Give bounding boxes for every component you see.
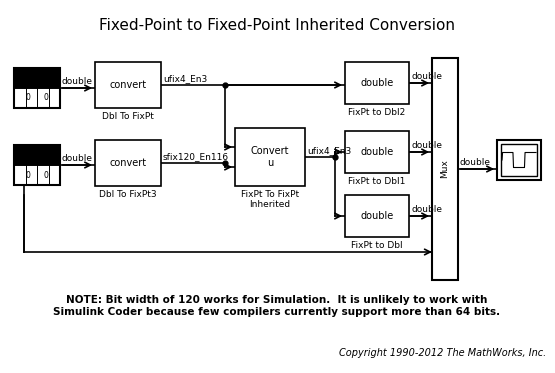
Text: ufix4_En3: ufix4_En3 bbox=[163, 74, 207, 83]
Bar bbox=[345, 62, 409, 104]
Text: double: double bbox=[360, 78, 393, 88]
Text: double: double bbox=[360, 147, 393, 157]
Text: double: double bbox=[411, 141, 442, 150]
Text: FixPt to Dbl: FixPt to Dbl bbox=[351, 241, 403, 250]
Text: double: double bbox=[62, 77, 93, 86]
Text: convert: convert bbox=[109, 158, 147, 168]
Text: Dbl To FixPt3: Dbl To FixPt3 bbox=[99, 190, 157, 199]
Text: FixPt to Dbl2: FixPt to Dbl2 bbox=[349, 108, 406, 117]
Bar bbox=[501, 144, 537, 176]
Text: double: double bbox=[360, 211, 393, 221]
Text: double: double bbox=[411, 72, 442, 81]
Text: double: double bbox=[62, 154, 93, 163]
Text: convert: convert bbox=[109, 80, 147, 90]
Text: double: double bbox=[411, 205, 442, 214]
Text: 0: 0 bbox=[26, 94, 30, 103]
Bar bbox=[95, 62, 161, 108]
Bar bbox=[345, 195, 409, 237]
Bar bbox=[235, 128, 305, 186]
Text: 0: 0 bbox=[44, 170, 49, 179]
Bar bbox=[14, 145, 60, 165]
Bar bbox=[14, 68, 60, 108]
Text: 0: 0 bbox=[44, 94, 49, 103]
Text: Convert
u: Convert u bbox=[251, 146, 289, 168]
Text: double: double bbox=[460, 158, 491, 167]
Bar bbox=[14, 68, 60, 88]
Text: Dbl To FixPt: Dbl To FixPt bbox=[102, 112, 154, 121]
Bar bbox=[14, 145, 60, 185]
Text: FixPt to Dbl1: FixPt to Dbl1 bbox=[349, 177, 406, 186]
Bar bbox=[345, 131, 409, 173]
Text: Fixed-Point to Fixed-Point Inherited Conversion: Fixed-Point to Fixed-Point Inherited Con… bbox=[99, 18, 455, 33]
Bar bbox=[95, 140, 161, 186]
Text: Mux: Mux bbox=[441, 160, 450, 178]
Bar bbox=[497, 140, 541, 180]
Text: 0: 0 bbox=[26, 170, 30, 179]
Text: sfix120_En116: sfix120_En116 bbox=[163, 152, 229, 161]
Text: Copyright 1990-2012 The MathWorks, Inc.: Copyright 1990-2012 The MathWorks, Inc. bbox=[339, 348, 546, 358]
Text: ufix4_En3: ufix4_En3 bbox=[307, 146, 351, 155]
Text: FixPt To FixPt
Inherited: FixPt To FixPt Inherited bbox=[241, 190, 299, 209]
Text: NOTE: Bit width of 120 works for Simulation.  It is unlikely to work with
Simuli: NOTE: Bit width of 120 works for Simulat… bbox=[53, 295, 501, 317]
Bar bbox=[432, 58, 458, 280]
